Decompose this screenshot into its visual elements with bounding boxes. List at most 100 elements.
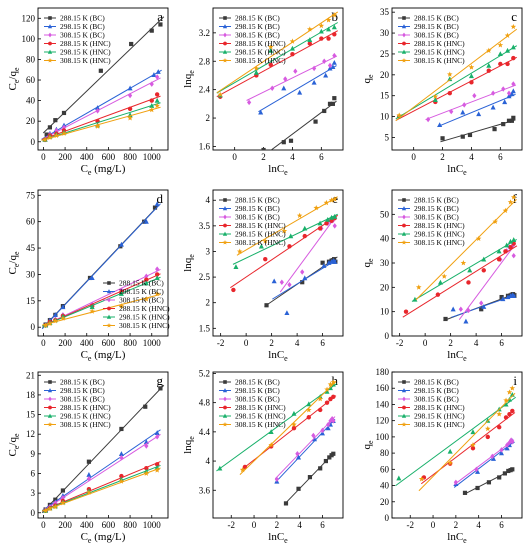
- data-point: [155, 69, 161, 74]
- x-tick-label: 6: [320, 520, 325, 530]
- y-tick-label: 20: [380, 497, 390, 507]
- legend-label: 298.15 K (BC): [60, 386, 105, 395]
- legend-marker: [222, 206, 228, 211]
- y-axis-label: Ce/qe: [7, 433, 21, 456]
- data-point: [283, 76, 288, 82]
- data-point: [509, 391, 515, 397]
- data-point: [149, 28, 154, 33]
- data-point: [306, 26, 313, 32]
- data-point: [505, 47, 511, 53]
- x-axis-label: lnCe: [268, 163, 288, 177]
- panel-letter: f: [513, 191, 518, 206]
- legend-label: 288.15 K (BC): [235, 14, 280, 23]
- data-point: [325, 216, 331, 222]
- data-point: [510, 44, 516, 50]
- x-tick-label: 0: [411, 152, 416, 162]
- data-layer: [41, 201, 161, 330]
- data-point: [268, 62, 273, 68]
- y-axis-label: qe: [361, 74, 375, 84]
- data-layer: [402, 194, 518, 324]
- data-point: [154, 102, 160, 109]
- data-point: [289, 45, 295, 51]
- legend-label: 308.15 K (BC): [414, 31, 459, 40]
- data-point: [293, 68, 298, 74]
- y-tick-label: 180: [376, 367, 390, 377]
- panel-letter: a: [157, 9, 163, 24]
- data-point: [119, 426, 124, 432]
- x-tick-label: 600: [102, 338, 116, 348]
- data-point: [60, 500, 66, 506]
- fit-line: [216, 30, 338, 98]
- legend-marker: [222, 413, 228, 418]
- data-point: [466, 280, 471, 285]
- data-point: [469, 80, 474, 85]
- x-tick-label: 6: [498, 152, 503, 162]
- data-point: [501, 122, 506, 127]
- data-point: [332, 52, 337, 59]
- y-tick-label: 4.4: [199, 427, 211, 437]
- data-point: [332, 258, 338, 264]
- y-tick-label: 3: [206, 246, 211, 256]
- y-tick-label: 20: [380, 282, 390, 292]
- panel-letter: i: [513, 373, 517, 388]
- data-point: [129, 41, 134, 47]
- fit-line: [41, 434, 161, 512]
- data-point: [320, 260, 325, 265]
- data-point: [239, 466, 246, 473]
- data-point: [449, 108, 454, 115]
- legend-label: 308.15 K (HNC): [414, 420, 465, 429]
- data-point: [447, 448, 453, 454]
- y-tick-label: 75: [26, 190, 36, 200]
- legend-label: 308.15 K (HNC): [414, 238, 465, 247]
- data-point: [119, 455, 124, 461]
- legend-label: 288.15 K (HNC): [60, 403, 111, 412]
- legend-marker: [401, 24, 407, 29]
- data-point: [44, 132, 49, 137]
- data-point: [231, 287, 236, 293]
- data-point: [458, 306, 463, 312]
- data-point: [506, 468, 511, 474]
- legend-label: 298.15 K (HNC): [235, 230, 286, 239]
- data-point: [332, 223, 337, 229]
- data-point: [475, 485, 480, 491]
- data-point: [258, 109, 264, 115]
- fit-line: [236, 196, 338, 256]
- data-point: [507, 199, 514, 205]
- x-tick-label: 4: [290, 152, 295, 162]
- legend-marker: [47, 49, 53, 54]
- fit-line: [41, 102, 161, 141]
- data-point: [324, 400, 330, 405]
- x-tick-label: 800: [123, 152, 137, 162]
- legend-label: 288.15 K (HNC): [235, 403, 286, 412]
- data-point: [510, 408, 515, 414]
- data-point: [89, 308, 95, 314]
- y-tick-label: 2: [206, 298, 211, 308]
- data-point: [511, 55, 516, 61]
- data-point: [154, 92, 160, 97]
- y-tick-label: 100: [22, 34, 36, 44]
- y-tick-label: 140: [376, 399, 390, 409]
- data-point: [98, 68, 103, 73]
- legend-marker: [401, 239, 407, 245]
- data-point: [284, 310, 290, 316]
- legend-marker: [222, 388, 228, 393]
- data-point: [496, 424, 502, 430]
- data-point: [118, 451, 124, 456]
- data-point: [289, 38, 296, 44]
- data-point: [470, 446, 476, 451]
- data-point: [317, 407, 323, 413]
- data-point: [511, 252, 516, 259]
- data-layer: [395, 23, 518, 143]
- plot-frame: [212, 189, 344, 337]
- data-point: [143, 280, 149, 286]
- data-point: [511, 237, 517, 242]
- x-tick-label: -2: [396, 338, 404, 348]
- data-point: [481, 256, 487, 262]
- data-point: [149, 81, 154, 87]
- data-point: [86, 489, 92, 495]
- data-point: [313, 119, 318, 124]
- y-tick-label: 80: [380, 448, 390, 458]
- y-tick-label: 120: [22, 13, 36, 23]
- plot-frame: [212, 7, 344, 151]
